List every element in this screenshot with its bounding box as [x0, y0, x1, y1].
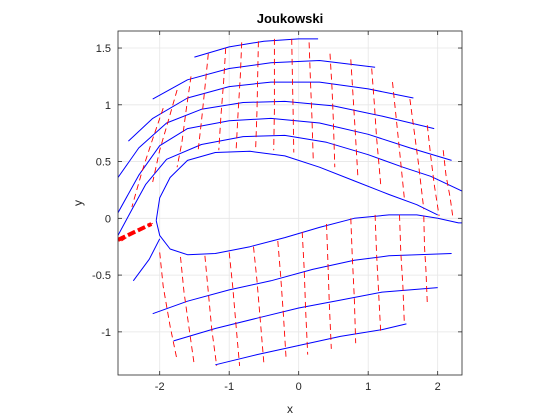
equipotential-line — [350, 218, 357, 344]
chart-title: Joukowski — [257, 11, 323, 26]
streamline — [194, 38, 319, 58]
streamline — [118, 134, 462, 236]
equipotential-line — [409, 99, 425, 210]
equipotential-line — [180, 256, 195, 366]
tick-marks: -2 -1 0 1 2 -1 -0.5 0 0.5 1 1.5 — [92, 31, 462, 393]
y-tick-label: 0.5 — [96, 157, 111, 169]
x-axis-label: x — [287, 402, 293, 416]
y-tick-label: -0.5 — [92, 270, 111, 282]
y-tick-label: 1 — [105, 100, 111, 112]
x-tick-label: 0 — [296, 381, 302, 393]
streamline — [173, 287, 438, 342]
equipotential-line — [253, 246, 265, 364]
x-tick-label: -2 — [155, 381, 165, 393]
equipotential-line — [218, 47, 227, 151]
equipotential-line — [426, 125, 440, 217]
streamline — [118, 100, 435, 178]
streamline — [155, 150, 438, 221]
equipotential-line — [159, 252, 178, 361]
streamline — [152, 60, 376, 100]
equipotential-line — [371, 68, 382, 185]
equipotential-line — [277, 240, 287, 361]
x-tick-label: 1 — [365, 381, 371, 393]
equipotential-line — [204, 255, 218, 366]
equipotential-line — [131, 108, 164, 208]
x-tick-label: 2 — [435, 381, 441, 393]
axes-box — [117, 30, 463, 376]
highlight-segment — [118, 222, 153, 242]
equipotential-line — [228, 252, 241, 366]
plot-area: -2 -1 0 1 2 -1 -0.5 0 0.5 1 1.5 — [92, 30, 463, 393]
streamline — [132, 238, 161, 282]
y-tick-label: 0 — [105, 213, 111, 225]
equipotential-line — [399, 214, 405, 323]
streamline — [128, 81, 414, 142]
equipotential-line — [291, 38, 295, 153]
x-tick-label: -1 — [224, 381, 234, 393]
equipotential-line — [197, 53, 209, 153]
equipotential-line — [301, 231, 309, 355]
axes-background — [118, 31, 462, 375]
y-tick-label: -1 — [101, 327, 111, 339]
equipotential-line — [442, 150, 454, 219]
series-layer — [118, 38, 462, 366]
y-tick-label: 1.5 — [96, 43, 111, 55]
streamline — [155, 214, 438, 256]
equipotential-line — [423, 216, 428, 304]
equipotential-line — [350, 59, 359, 176]
streamline — [437, 217, 462, 224]
streamline — [215, 323, 407, 366]
equipotential-line — [273, 38, 275, 151]
streamline — [118, 117, 452, 213]
equipotential-line — [329, 53, 336, 168]
equipotential-line — [235, 42, 243, 151]
equipotential-line — [255, 41, 259, 151]
y-axis-label: y — [71, 200, 85, 206]
equipotential-line — [176, 76, 192, 168]
streamline — [152, 253, 452, 315]
equipotential-line — [326, 223, 332, 349]
equipotential-line — [392, 82, 405, 198]
